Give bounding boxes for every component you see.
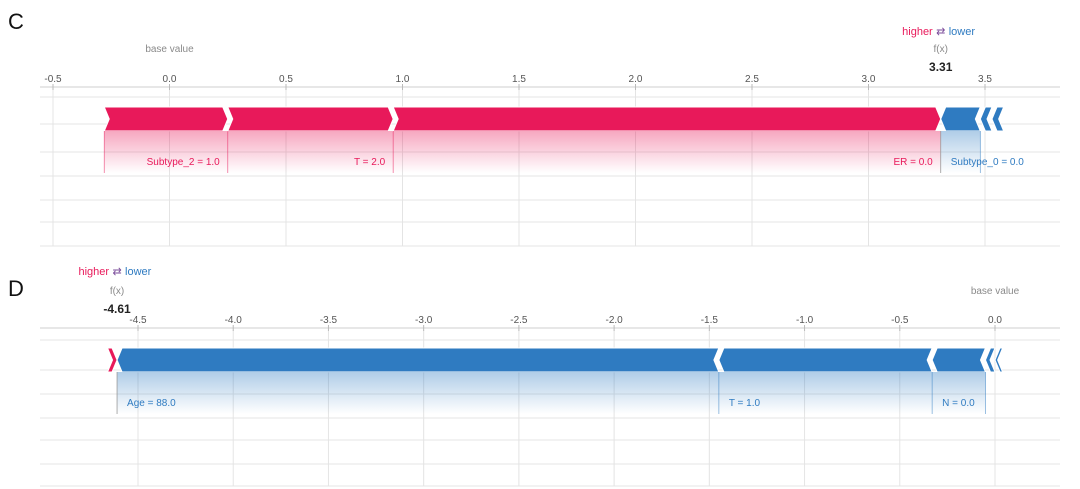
- feature-label: T = 1.0: [729, 398, 761, 409]
- negative-shadow: [718, 372, 933, 414]
- negative-shadow: [117, 372, 719, 414]
- feature-label: N = 0.0: [942, 398, 975, 409]
- feature-label: Age = 88.0: [127, 398, 176, 409]
- legend-higher: higher: [78, 266, 109, 278]
- tick-label: -1.0: [796, 315, 814, 326]
- positive-segment: [392, 106, 942, 132]
- tick-label: 3.0: [862, 74, 876, 85]
- negative-shadow: [940, 131, 981, 173]
- tick-label: 0.0: [163, 74, 177, 85]
- legend-lower: lower: [949, 26, 976, 38]
- fx-value: 3.31: [929, 60, 953, 74]
- tick-label: 0.5: [279, 74, 293, 85]
- legend: higher ⇄ lower: [78, 266, 151, 278]
- positive-shadow: [393, 131, 941, 173]
- negative-segment: [718, 347, 933, 373]
- base-value-label: base value: [145, 44, 194, 55]
- feature-label: T = 2.0: [354, 157, 386, 168]
- negative-segment: [984, 347, 996, 373]
- positive-segment: [103, 106, 229, 132]
- tick-label: -1.5: [701, 315, 719, 326]
- tick-label: -3.0: [415, 315, 433, 326]
- legend-arrows-icon: ⇄: [112, 266, 121, 278]
- tick-label: -2.0: [605, 315, 623, 326]
- tick-label: -0.5: [44, 74, 62, 85]
- negative-segment: [931, 347, 987, 373]
- negative-segment: [994, 347, 1004, 373]
- positive-segment: [106, 347, 118, 373]
- positive-shadow: [104, 131, 228, 173]
- tick-label: 1.5: [512, 74, 526, 85]
- negative-segment: [116, 347, 720, 373]
- feature-label: Subtype_2 = 1.0: [147, 157, 221, 168]
- negative-segment: [979, 106, 993, 132]
- fx-label: f(x): [110, 286, 124, 297]
- tick-label: -3.5: [320, 315, 338, 326]
- tick-label: -2.5: [510, 315, 528, 326]
- tick-label: 1.0: [396, 74, 410, 85]
- tick-label: 2.0: [629, 74, 643, 85]
- positive-shadow: [227, 131, 394, 173]
- fx-value: -4.61: [103, 302, 131, 316]
- positive-segment: [227, 106, 394, 132]
- negative-segment: [991, 106, 1005, 132]
- tick-label: -0.5: [891, 315, 909, 326]
- legend-lower: lower: [125, 266, 152, 278]
- legend: higher ⇄ lower: [902, 26, 975, 38]
- tick-label: 0.0: [988, 315, 1002, 326]
- tick-label: 2.5: [745, 74, 759, 85]
- legend-arrows-icon: ⇄: [936, 26, 945, 38]
- force-plot-c: -0.5 0.0 0.5 1.0 1.5 2.0 2.5 3.0 3.5 C higher ⇄ lowe…: [8, 9, 1060, 247]
- tick-label: -4.5: [129, 315, 147, 326]
- feature-label: ER = 0.0: [894, 157, 934, 168]
- panel-label: D: [8, 276, 24, 301]
- panel-label: C: [8, 9, 24, 34]
- tick-label: 3.5: [978, 74, 992, 85]
- legend-higher: higher: [902, 26, 933, 38]
- negative-segment: [940, 106, 982, 132]
- feature-label: Subtype_0 = 0.0: [951, 157, 1025, 168]
- fx-label: f(x): [934, 44, 948, 55]
- base-value-label: base value: [971, 286, 1020, 297]
- negative-shadow: [932, 372, 986, 414]
- force-plot-d: -4.5 -4.0 -3.5 -3.0 -2.5 -2.0 -1.5 -1.0 -0.5 0.0 D…: [8, 266, 1060, 487]
- tick-label: -4.0: [225, 315, 243, 326]
